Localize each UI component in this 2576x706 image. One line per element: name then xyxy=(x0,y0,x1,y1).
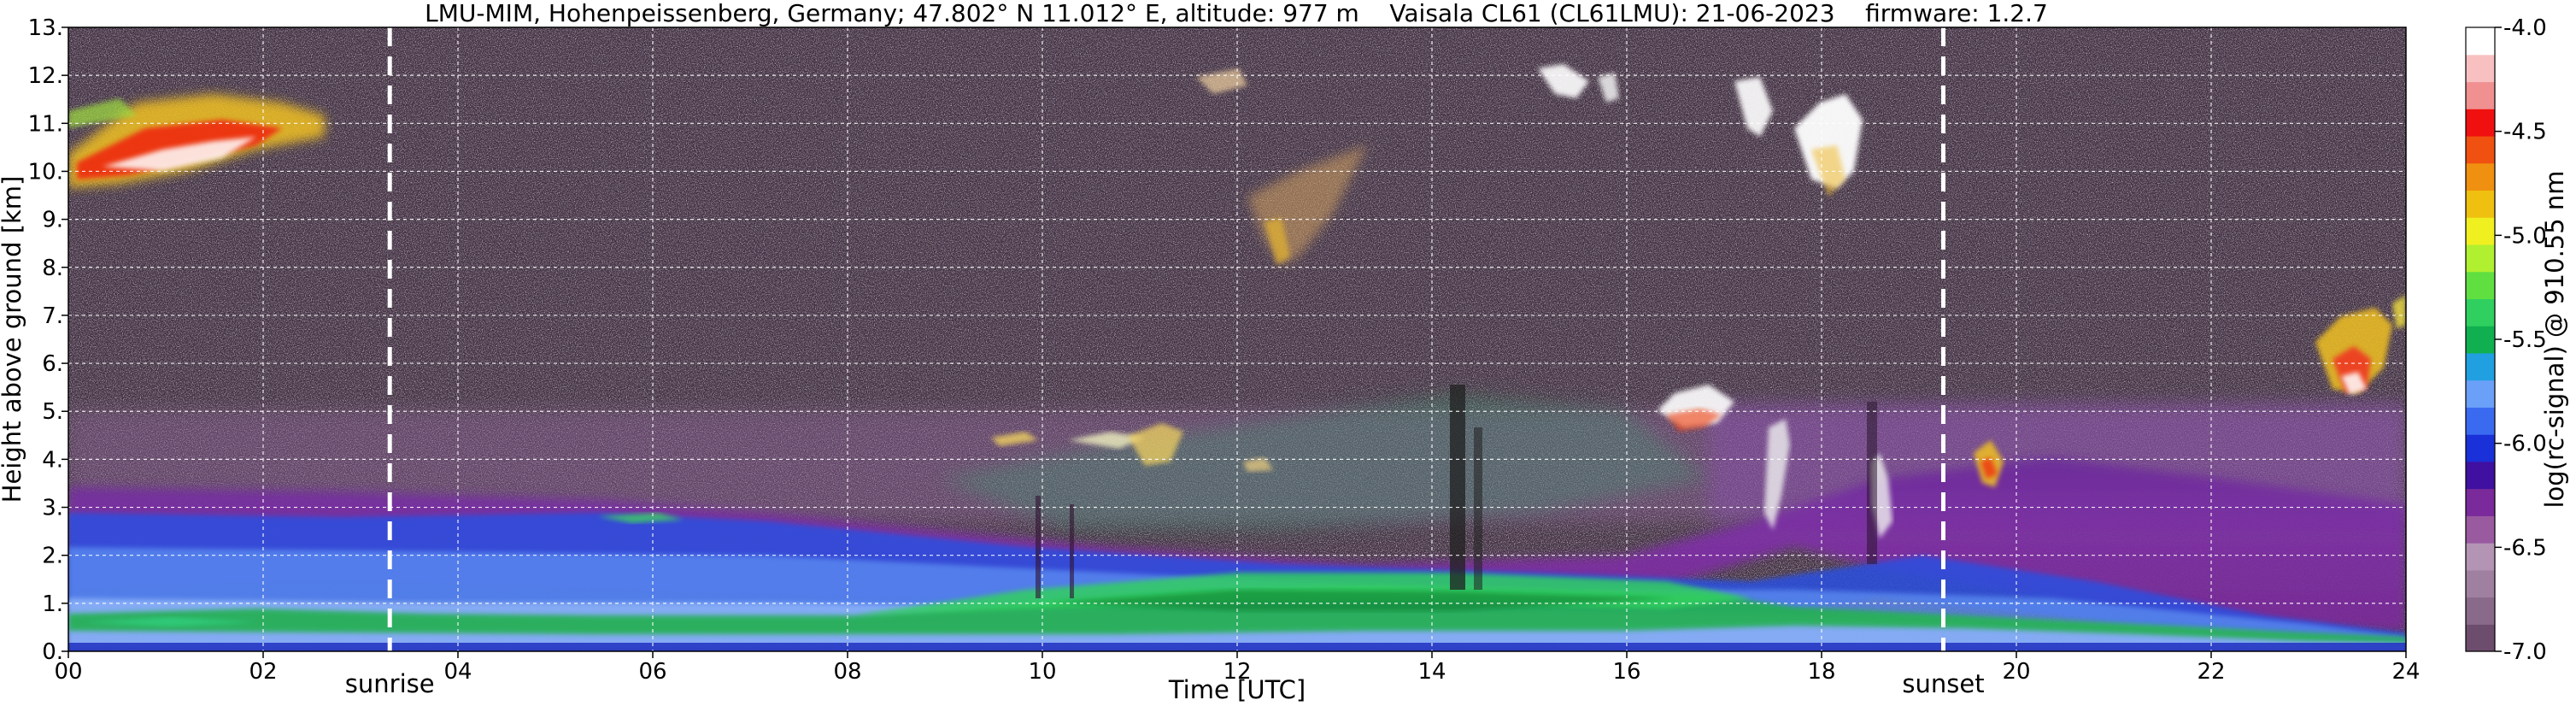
x-tick-label: 18 xyxy=(1807,659,1835,685)
x-tick-label: 00 xyxy=(54,659,82,685)
y-tick-label: 6. xyxy=(42,351,63,377)
colorbar-swatch xyxy=(2466,434,2495,462)
y-axis-ticks: 0. 1. 2. 3. 4. 5. 6. 7. 8. 9. 10. 11. 12. 13. xyxy=(28,15,68,665)
colorbar-swatch xyxy=(2466,407,2495,435)
x-tick-label: 06 xyxy=(638,659,666,685)
y-tick-label: 7. xyxy=(42,303,63,329)
colorbar-swatch xyxy=(2466,352,2495,381)
y-axis-label: Height above ground [km] xyxy=(0,176,26,503)
colorbar-tick-label: -6.0 xyxy=(2503,432,2547,457)
x-tick-label: 16 xyxy=(1612,659,1640,685)
colorbar-swatch xyxy=(2466,217,2495,245)
y-tick-label: 4. xyxy=(42,447,63,473)
sun-marker-lines xyxy=(387,27,1945,651)
colorbar-tick-label: -4.0 xyxy=(2503,15,2547,41)
colorbar-swatch xyxy=(2466,271,2495,299)
colorbar-swatch xyxy=(2466,298,2495,327)
sun-marker-label: sunset xyxy=(1902,669,1984,698)
colorbar-swatch xyxy=(2466,543,2495,571)
colorbar-label: log(rc-signal) @ 910.55 nm xyxy=(2540,170,2569,508)
x-tick-label: 02 xyxy=(249,659,277,685)
chart-title: LMU-MIM, Hohenpeissenberg, Germany; 47.8… xyxy=(425,0,2048,27)
colorbar-swatch xyxy=(2466,81,2495,109)
colorbar-tick-label: -6.5 xyxy=(2503,535,2547,561)
x-tick-label: 12 xyxy=(1223,659,1251,685)
y-tick-label: 12. xyxy=(28,63,63,89)
y-tick-label: 2. xyxy=(42,544,63,569)
colorbar-swatch xyxy=(2466,190,2495,218)
x-tick-label: 08 xyxy=(833,659,861,685)
colorbar-tick-label: -7.0 xyxy=(2503,639,2547,665)
colorbar-swatch xyxy=(2466,379,2495,408)
y-tick-label: 13. xyxy=(28,15,63,41)
y-tick-label: 11. xyxy=(28,111,63,137)
y-tick-label: 1. xyxy=(42,591,63,617)
colorbar-swatch xyxy=(2466,109,2495,137)
colorbar-tick-label: -5.5 xyxy=(2503,327,2547,353)
colorbar-swatch xyxy=(2466,27,2495,56)
colorbar-swatch xyxy=(2466,515,2495,544)
x-tick-label: 14 xyxy=(1417,659,1446,685)
colorbar-tick-label: -5.0 xyxy=(2503,223,2547,249)
x-tick-label: 22 xyxy=(2197,659,2225,685)
x-tick-label: 20 xyxy=(2002,659,2030,685)
colorbar xyxy=(2466,27,2495,652)
grid-lines xyxy=(68,27,2406,651)
x-tick-label: 10 xyxy=(1028,659,1056,685)
colorbar-swatch xyxy=(2466,488,2495,516)
colorbar-swatch xyxy=(2466,54,2495,83)
colorbar-swatch xyxy=(2466,569,2495,598)
sun-marker-labels: sunrise sunset xyxy=(345,669,1985,698)
x-axis-ticks: 00 02 04 06 08 10 12 14 16 18 20 22 24 xyxy=(54,651,2421,685)
colorbar-swatch xyxy=(2466,461,2495,490)
y-tick-label: 5. xyxy=(42,399,63,425)
colorbar-swatch xyxy=(2466,135,2495,164)
sun-marker-label: sunrise xyxy=(345,669,435,698)
y-tick-label: 8. xyxy=(42,256,63,281)
colorbar-swatch xyxy=(2466,624,2495,652)
colorbar-swatch xyxy=(2466,597,2495,625)
y-tick-label: 10. xyxy=(28,159,63,185)
colorbar-swatch xyxy=(2466,326,2495,354)
x-axis-label: Time [UTC] xyxy=(1168,675,1306,704)
x-tick-label: 04 xyxy=(443,659,472,685)
colorbar-swatch xyxy=(2466,162,2495,191)
y-tick-label: 3. xyxy=(42,496,63,521)
y-tick-label: 0. xyxy=(42,639,63,665)
colorbar-swatch xyxy=(2466,244,2495,273)
plot-area xyxy=(68,27,2406,651)
colorbar-tick-label: -4.5 xyxy=(2503,120,2547,145)
y-tick-label: 9. xyxy=(42,208,63,233)
colorbar-ticks: -7.0 -6.5 -6.0 -5.5 -5.0 -4.5 -4.0 xyxy=(2495,15,2547,665)
x-tick-label: 24 xyxy=(2391,659,2420,685)
